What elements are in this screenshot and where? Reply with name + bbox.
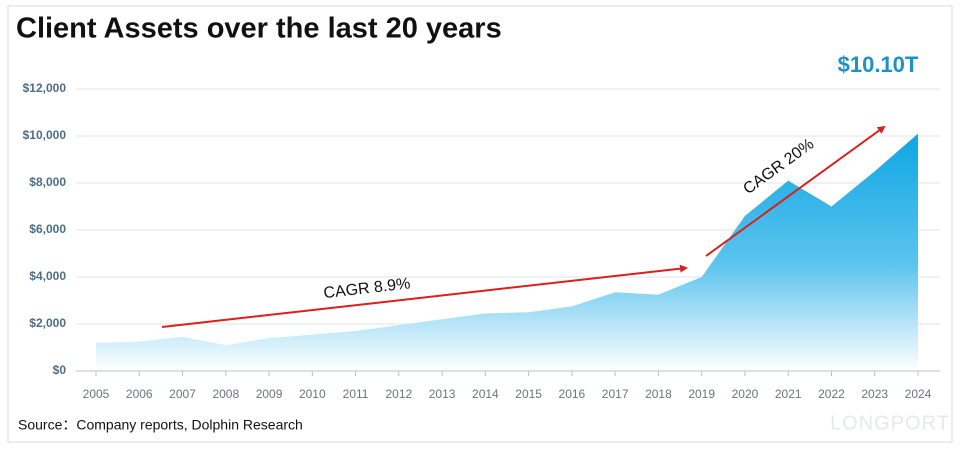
annotation: CAGR 8.9% bbox=[323, 275, 412, 302]
y-tick-label: $8,000 bbox=[29, 175, 66, 189]
headline: $10.10T bbox=[838, 52, 919, 77]
x-tick-label: 2006 bbox=[126, 387, 153, 401]
frame bbox=[7, 5, 953, 443]
x-tick-label: 2023 bbox=[861, 387, 888, 401]
x-tick-label: 2009 bbox=[256, 387, 283, 401]
y-tick-label: $4,000 bbox=[29, 269, 66, 283]
y-tick-label: $2,000 bbox=[29, 316, 66, 330]
trend-arrow bbox=[705, 125, 886, 257]
y-tick-label: $10,000 bbox=[23, 128, 67, 142]
x-tick-label: 2013 bbox=[429, 387, 456, 401]
y-tick-label: $12,000 bbox=[23, 81, 67, 95]
chart-title: Client Assets over the last 20 years bbox=[16, 13, 502, 45]
x-tick-label: 2015 bbox=[515, 387, 542, 401]
x-tick-label: 2020 bbox=[732, 387, 759, 401]
watermark: LONGPORT bbox=[830, 412, 950, 434]
x-tick-label: 2005 bbox=[83, 387, 110, 401]
plot: $0 $2,000 $4,000 $6,000 $8,000 $10,000 $12,000… bbox=[23, 81, 940, 401]
x-tick-label: 2018 bbox=[645, 387, 672, 401]
x-tick-label: 2022 bbox=[818, 387, 845, 401]
trend-arrow bbox=[161, 264, 688, 328]
y-tick-label: $6,000 bbox=[29, 222, 66, 236]
x-tick-label: 2010 bbox=[299, 387, 326, 401]
x-tick-label: 2024 bbox=[905, 387, 932, 401]
area bbox=[96, 133, 918, 371]
x-tick-label: 2011 bbox=[343, 387, 369, 401]
x-tick-label: 2014 bbox=[472, 387, 499, 401]
x-tick-label: 2019 bbox=[688, 387, 715, 401]
x-tick-label: 2016 bbox=[559, 387, 586, 401]
x-tick-label: 2007 bbox=[169, 387, 196, 401]
x-tick-label: 2021 bbox=[775, 387, 802, 401]
x-tick-label: 2012 bbox=[385, 387, 412, 401]
x-tick-label: 2008 bbox=[212, 387, 239, 401]
source-note: Source：Company reports, Dolphin Research bbox=[18, 417, 303, 433]
x-tick-label: 2017 bbox=[602, 387, 629, 401]
y-tick-label: $0 bbox=[53, 363, 67, 377]
